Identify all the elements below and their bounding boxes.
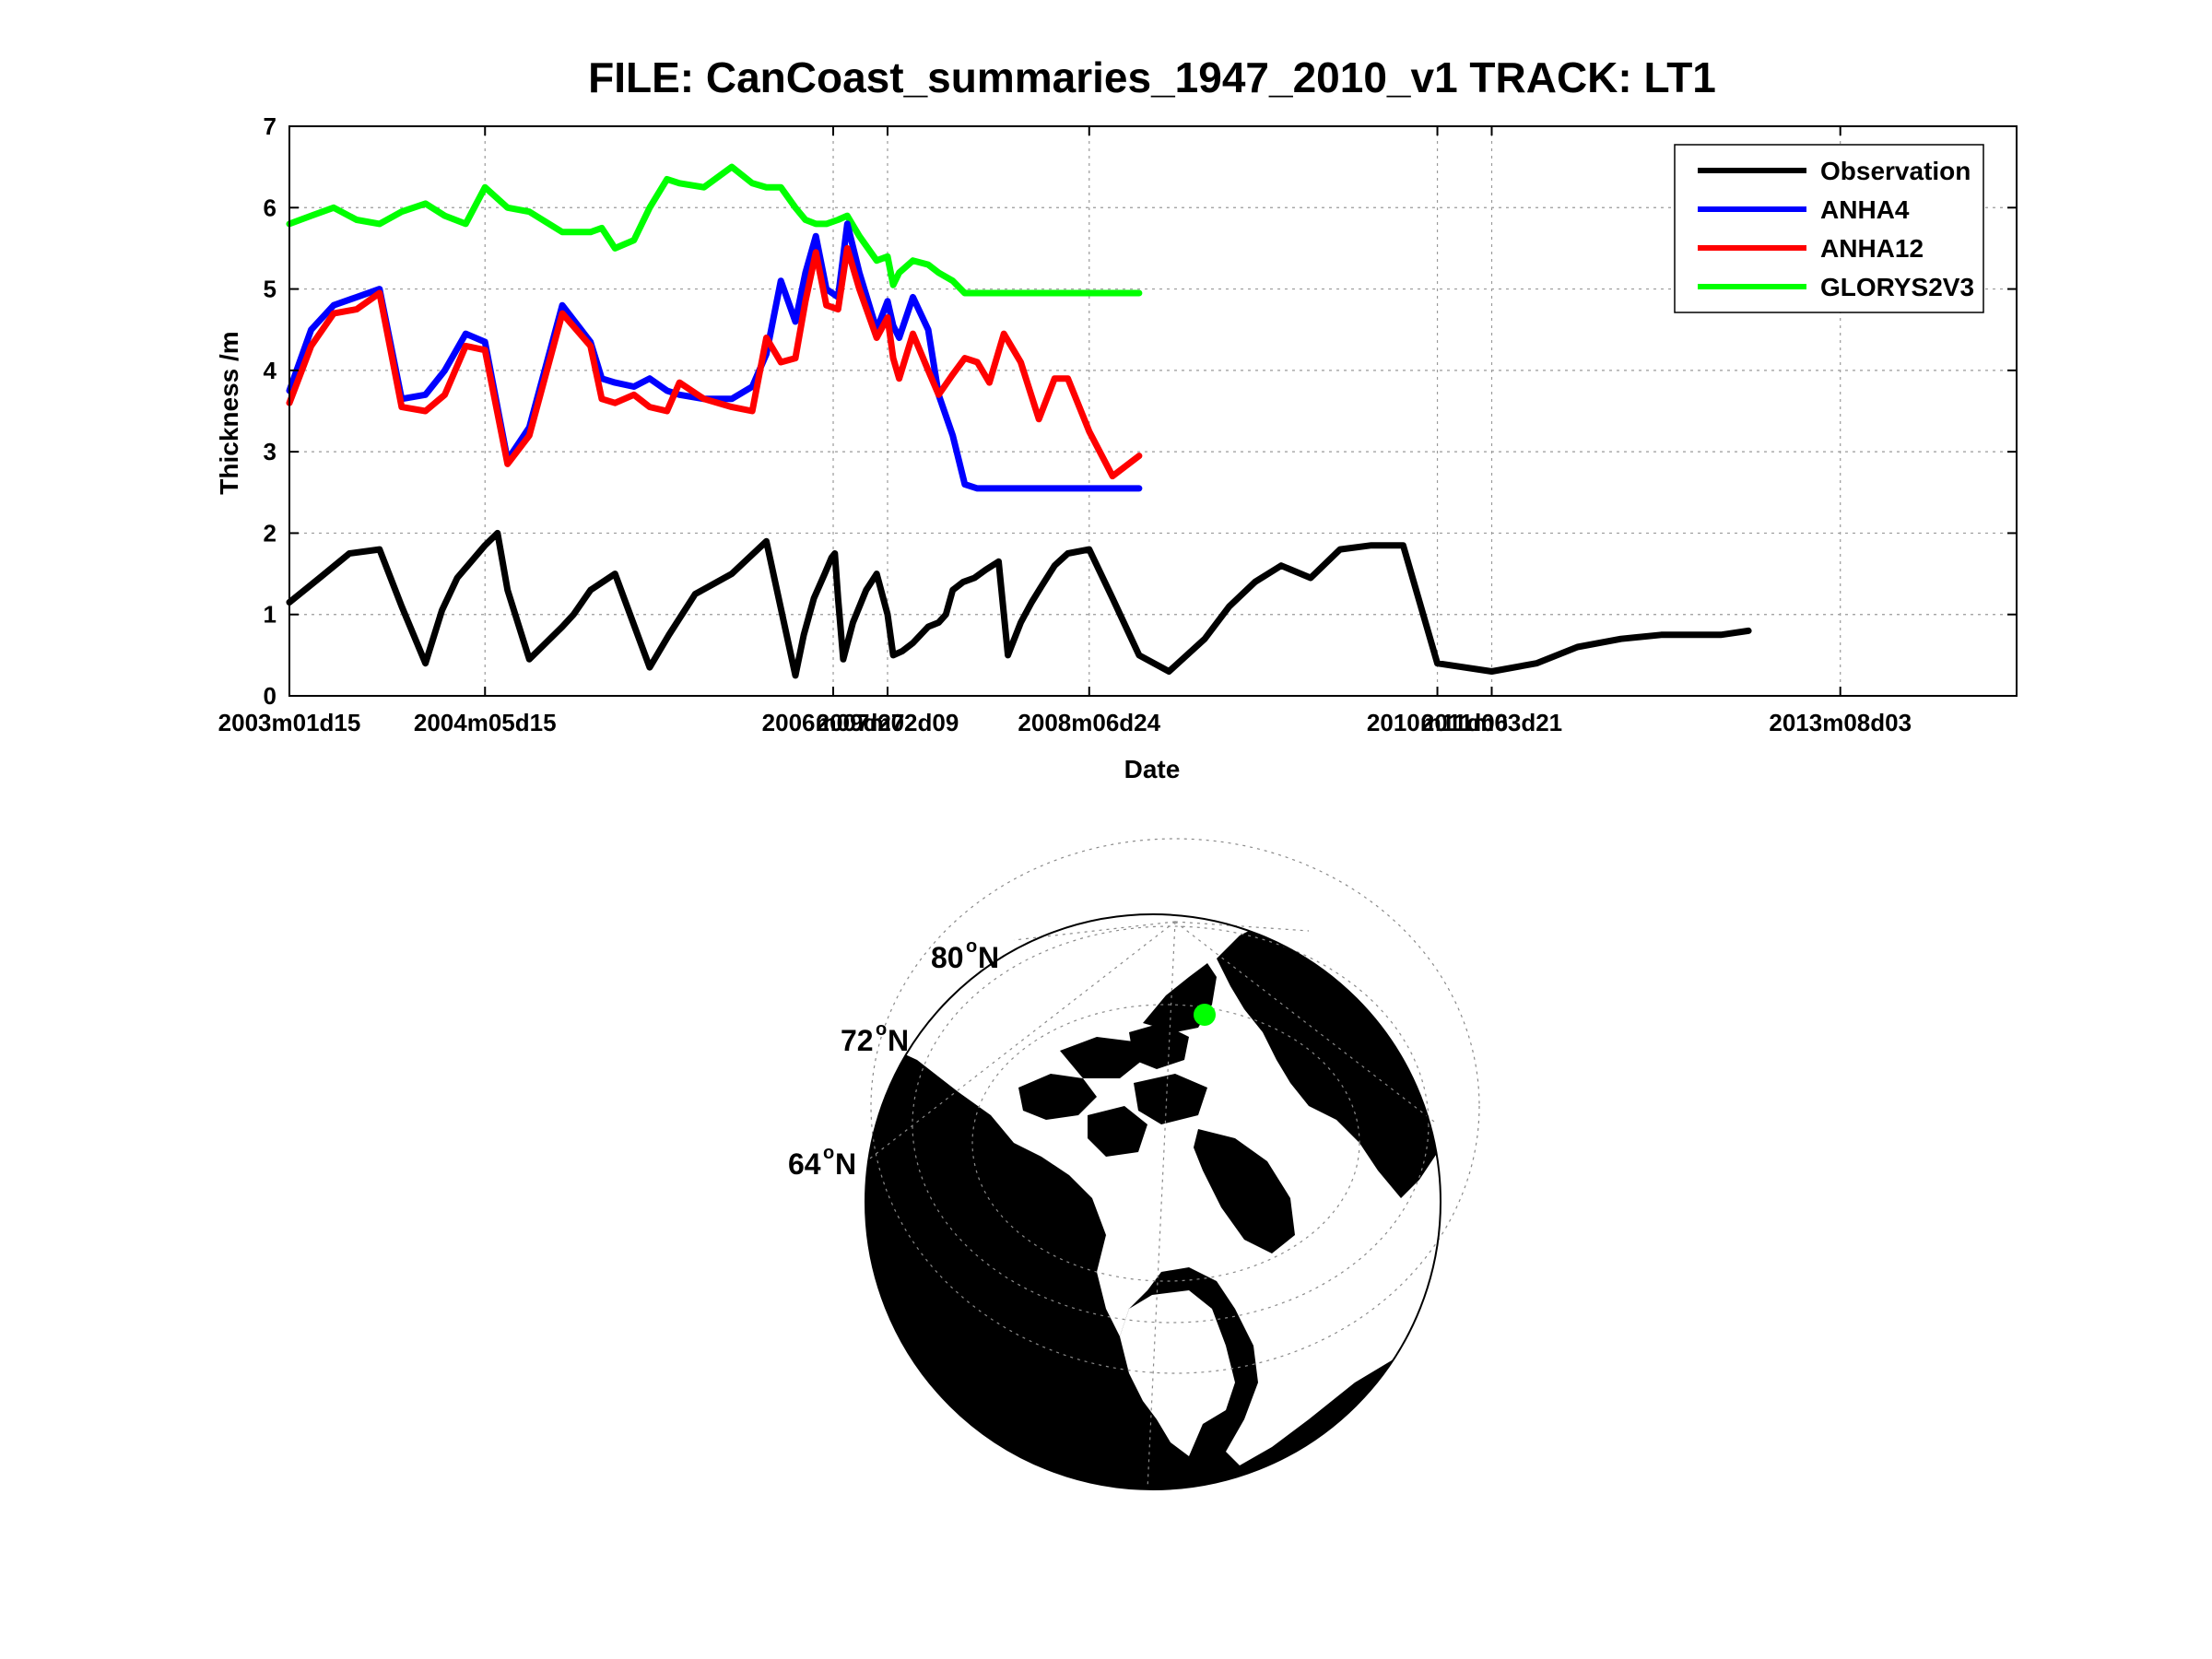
archipelago-island-3 [1129,1023,1189,1069]
x-axis-ticks: 2003m01d15 2004m05d15 2006m09d272007m02d09… [218,126,1912,736]
greenland [1217,922,1441,1198]
x-tick-label: 2004m05d15 [414,709,557,736]
series-line-anha4 [286,220,1143,492]
series-line-anha12 [286,244,1143,480]
legend: Observation ANHA4 ANHA12 GLORYS2V3 [1674,144,1984,313]
chart-title: FILE: CanCoast_summaries_1947_2010_v1 TR… [588,53,1716,101]
greenland-west-gap [1281,1120,1396,1226]
map-graticule [865,838,1480,1490]
lat-label-64-deg: 64 [788,1147,821,1181]
series-line-observation [286,529,1752,679]
meridian-1 [1147,921,1176,1490]
y-axis-label: Thickness /m [215,331,243,494]
series-layer [286,163,1752,679]
legend-label-anha4: ANHA4 [1820,195,1910,224]
lat-label-72-hemi: N [888,1024,909,1057]
y-tick-label: 2 [264,519,276,547]
track-location-marker [1194,1004,1216,1026]
x-tick-label: 2006m09d27 [762,709,905,736]
x-tick-label: 2011m03d21 [1421,709,1562,736]
arctic-map: 80 o N 72 o N 64 o N [788,838,1480,1490]
series-line-glorys2v3 [286,163,1143,297]
map-border [865,913,1441,1490]
parallel-64n [870,838,1480,1374]
meridian-2 [865,921,1176,1162]
archipelago-island-1 [1018,1074,1097,1120]
archipelago-island-5 [1088,1106,1147,1157]
baffin-island [1194,1129,1295,1253]
lat-label-80n: 80 o N [931,936,999,974]
lat-label-80-sup: o [966,936,977,957]
y-tick-label: 5 [264,276,276,303]
y-tick-label: 4 [264,357,277,384]
map-land [865,922,1441,1489]
y-axis-ticks: 0 1 2 3 4 5 6 7 [264,112,2017,710]
meridian-5 [1174,921,1310,932]
y-tick-label: 3 [264,438,276,465]
x-tick-label: 2007m02d09 [817,709,959,736]
archipelago-island-2 [1060,1037,1143,1078]
lat-label-72-deg: 72 [841,1024,874,1057]
lat-label-64-sup: o [823,1143,834,1163]
lat-label-72-sup: o [876,1019,887,1040]
ocean-strip-west [1097,1235,1129,1336]
x-tick-label: 2008m06d24 [1018,709,1160,736]
lat-label-64-hemi: N [835,1147,856,1181]
x-axis-label: Date [1124,755,1181,783]
x-tick-label: 2013m08d03 [1769,709,1912,736]
legend-label-observation: Observation [1820,157,1971,185]
legend-label-anha12: ANHA12 [1820,234,1924,263]
lat-label-80-deg: 80 [931,941,964,974]
parallel-72n [912,925,1430,1324]
lat-label-72n: 72 o N [841,1019,909,1057]
parallel-80n [971,1004,1360,1282]
y-tick-label: 1 [264,601,276,629]
lat-label-64n: 64 o N [788,1143,856,1181]
x-tick-label: 2010m11d06 [1367,709,1508,736]
y-tick-label: 6 [264,194,276,221]
x-tick-label: 2003m01d15 [218,709,361,736]
north-america-land [865,1014,1441,1489]
y-tick-label: 0 [264,682,276,710]
plot-frame [288,125,2018,697]
y-tick-label: 7 [264,112,276,140]
legend-label-glorys2v3: GLORYS2V3 [1820,273,1974,301]
hudson-bay [1120,1290,1235,1456]
lat-label-80-hemi: N [978,941,999,974]
archipelago-island-4 [1134,1074,1207,1124]
